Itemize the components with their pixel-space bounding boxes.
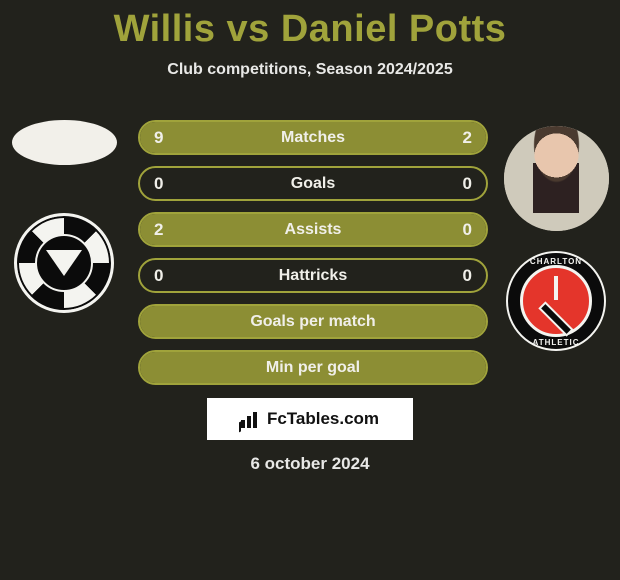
player-photo-right — [504, 126, 609, 231]
page-title: Willis vs Daniel Potts — [0, 0, 620, 51]
stat-label: Goals — [140, 168, 486, 199]
stat-bar-hattricks: Hattricks0 0 — [138, 258, 488, 293]
stat-value-left: 9 — [154, 122, 163, 153]
stat-label: Assists — [140, 214, 486, 245]
club-logo-left — [14, 213, 114, 313]
stat-label: Matches — [140, 122, 486, 153]
club-right-text-top: CHARLTON — [508, 257, 604, 266]
stat-bar-matches: Matches9 2 — [138, 120, 488, 155]
subtitle: Club competitions, Season 2024/2025 — [0, 61, 620, 79]
stat-value-right: 0 — [463, 260, 472, 291]
right-column: CHARLTON ATHLETIC — [500, 126, 612, 351]
brand-badge[interactable]: FcTables.com — [207, 398, 413, 440]
stat-bar-goals-per-match: Goals per match — [138, 304, 488, 339]
stat-value-right: 0 — [463, 214, 472, 245]
left-column — [8, 116, 120, 313]
stat-value-left: 0 — [154, 168, 163, 199]
stat-label: Goals per match — [140, 306, 486, 337]
stat-bar-min-per-goal: Min per goal — [138, 350, 488, 385]
footer-date: 6 october 2024 — [0, 454, 620, 474]
stats-bars: Matches92Goals00Assists20Hattricks00Goal… — [138, 120, 488, 396]
stat-value-right: 0 — [463, 168, 472, 199]
stat-value-left: 0 — [154, 260, 163, 291]
stat-value-right: 2 — [463, 122, 472, 153]
stat-bar-assists: Assists2 0 — [138, 212, 488, 247]
player-photo-left — [12, 120, 117, 165]
stat-label: Min per goal — [140, 352, 486, 383]
club-logo-right: CHARLTON ATHLETIC — [506, 251, 606, 351]
brand-label: FcTables.com — [267, 409, 379, 429]
club-right-text-bottom: ATHLETIC — [508, 338, 604, 347]
stat-bar-goals: Goals0 0 — [138, 166, 488, 201]
chart-icon — [241, 410, 261, 428]
stat-label: Hattricks — [140, 260, 486, 291]
stat-value-left: 2 — [154, 214, 163, 245]
